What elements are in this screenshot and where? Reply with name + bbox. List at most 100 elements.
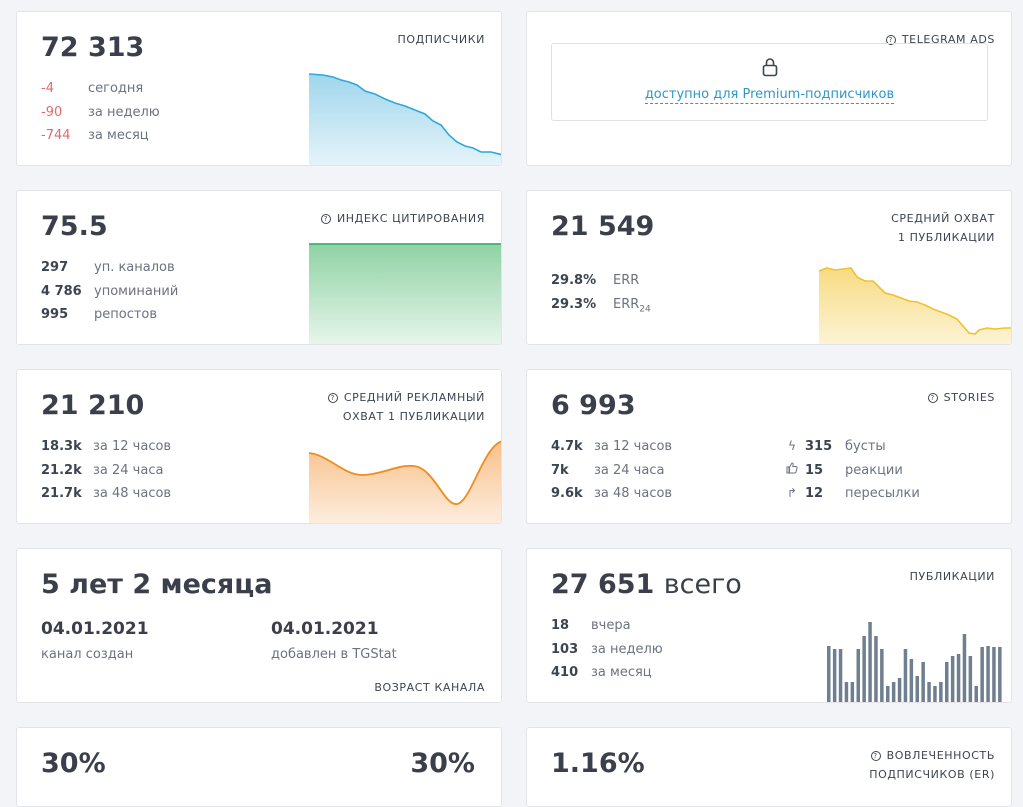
publications-bar (968, 656, 973, 702)
channel-age-value: 5 лет 2 месяца (41, 569, 273, 600)
publications-bar (844, 682, 849, 702)
subscribers-count: 72 313 (41, 32, 145, 63)
channel-added: 04.01.2021 добавлен в TGStat (271, 619, 397, 662)
average-ad-reach-card[interactable]: 21 210 ? СРЕДНИЙ РЕКЛАМНЫЙ ОХВАТ 1 ПУБЛИКА… (16, 369, 502, 524)
ad-reach-stats: 18.3k за 12 часов 21.2k за 24 часа 21.7k за… (41, 435, 171, 506)
publications-bar (827, 646, 831, 702)
publications-count: 27 651 всего (551, 569, 742, 600)
engagement-rate-value: 1.16% (551, 748, 645, 779)
err-stats: 29.8% ERR 29.3% ERR24 (551, 269, 651, 322)
average-reach-label: СРЕДНИЙ ОХВАТ 1 ПУБЛИКАЦИИ (891, 212, 995, 244)
publications-bar (974, 686, 978, 702)
publications-bar (862, 636, 866, 702)
average-ad-reach-label: ? СРЕДНИЙ РЕКЛАМНЫЙ ОХВАТ 1 ПУБЛИКАЦИИ (327, 388, 485, 426)
list-item: 18.3k за 12 часов (41, 439, 172, 454)
list-item: -4 сегодня (41, 81, 144, 96)
channel-created: 04.01.2021 канал создан (41, 619, 149, 662)
publications-bar (956, 654, 961, 702)
boost-icon: ϟ (788, 439, 796, 453)
publications-bar (886, 686, 890, 702)
help-icon[interactable]: ? (870, 751, 881, 761)
publications-bar (992, 647, 996, 702)
help-icon[interactable]: ? (327, 393, 338, 403)
help-icon[interactable]: ? (885, 35, 896, 45)
average-ad-reach-value: 21 210 (41, 390, 145, 421)
premium-link[interactable]: доступно для Premium-подписчиков (644, 87, 895, 104)
telegram-ads-label: ? TELEGRAM ADS (885, 30, 995, 49)
telegram-ads-card: ? TELEGRAM ADS доступно для Premium-подпи… (526, 11, 1012, 166)
subscribers-changes: -4 сегодня -90 за неделю -744 за месяц (41, 77, 160, 148)
help-icon[interactable]: ? (320, 214, 331, 224)
list-item: 297 уп. каналов (41, 260, 175, 275)
publications-bar (838, 649, 843, 702)
publications-bar (980, 647, 984, 702)
channel-age-card: 5 лет 2 месяца 04.01.2021 канал создан 0… (16, 548, 502, 703)
list-item: ϟ 315 бусты (785, 435, 920, 459)
publications-bar (850, 682, 855, 702)
subscribers-sparkline (309, 73, 501, 165)
channel-age-label: ВОЗРАСТ КАНАЛА (374, 681, 485, 694)
list-item: 29.3% ERR24 (551, 296, 651, 315)
list-item: 21.7k за 48 часов (41, 486, 172, 501)
thumbs-up-icon (785, 459, 799, 483)
list-item: -744 за месяц (41, 128, 149, 143)
publications-bar (939, 682, 943, 702)
publications-bar (856, 649, 860, 702)
publications-bar (998, 647, 1002, 702)
publications-bar (868, 622, 872, 702)
list-item: -90 за неделю (41, 104, 160, 120)
engagement-rate-card: 1.16% ? ВОВЛЕЧЕННОСТЬ ПОДПИСЧИКОВ (ER) (526, 727, 1012, 807)
list-item: 7k за 24 часа (551, 462, 665, 478)
share-left-value: 30% (41, 748, 106, 779)
citation-index-value: 75.5 (41, 211, 108, 242)
publications-bar (986, 646, 990, 702)
publications-bar (880, 649, 884, 702)
share-right-value: 30% (410, 748, 475, 779)
publications-bar (915, 676, 919, 702)
citation-index-card[interactable]: 75.5 ? ИНДЕКС ЦИТИРОВАНИЯ 297 уп. каналов … (16, 190, 502, 345)
publications-bar (832, 649, 837, 702)
publications-bar (897, 678, 902, 702)
average-reach-card[interactable]: 21 549 СРЕДНИЙ ОХВАТ 1 ПУБЛИКАЦИИ 29.8% ER… (526, 190, 1012, 345)
publications-bar-chart (827, 622, 1002, 702)
list-item: ↱ 12 пересылки (785, 482, 920, 506)
list-item: 4 786 упоминаний (41, 283, 179, 299)
stories-label: ? STORIES (927, 388, 995, 407)
publications-bar (945, 662, 949, 702)
list-item: 103 за неделю (551, 641, 663, 657)
citation-sparkline (309, 243, 501, 344)
citation-index-label: ? ИНДЕКС ЦИТИРОВАНИЯ (320, 209, 485, 228)
ad-reach-sparkline (309, 440, 501, 523)
publications-bar (962, 634, 967, 702)
subscribers-card[interactable]: 72 313 ПОДПИСЧИКИ -4 сегодня -90 за неделю… (16, 11, 502, 166)
list-item: 9.6k за 48 часов (551, 486, 673, 501)
publications-bar (903, 649, 908, 702)
lock-icon (762, 58, 777, 77)
publications-bar (909, 659, 914, 702)
publications-stats: 18 вчера 103 за неделю 410 за месяц (551, 614, 663, 685)
stories-value: 6 993 (551, 390, 636, 421)
publications-card[interactable]: 27 651 всего ПУБЛИКАЦИИ 18 вчера 103 за не… (526, 548, 1012, 703)
list-item: 410 за месяц (551, 665, 652, 680)
stories-card[interactable]: 6 993 ? STORIES 4.7k за 12 часов 7k за 24 ч… (526, 369, 1012, 524)
citation-stats: 297 уп. каналов 4 786 упоминаний 995 репост… (41, 256, 178, 327)
publications-bar (891, 682, 896, 702)
share-card: 30% 30% (16, 727, 502, 807)
average-reach-sparkline (819, 267, 1011, 344)
list-item: 4.7k за 12 часов (551, 439, 673, 454)
stories-engagement: ϟ 315 бусты 15 реакции ↱ 12 пересылки (785, 435, 920, 506)
engagement-rate-label: ? ВОВЛЕЧЕННОСТЬ ПОДПИСЧИКОВ (ER) (869, 749, 995, 781)
premium-lock-box: доступно для Premium-подписчиков (551, 43, 988, 121)
stories-views: 4.7k за 12 часов 7k за 24 часа 9.6k за 48 ч… (551, 435, 672, 506)
publications-bar (874, 636, 878, 702)
list-item: 29.8% ERR (551, 273, 640, 288)
list-item: 15 реакции (785, 459, 920, 483)
help-icon[interactable]: ? (927, 393, 938, 403)
publications-bar (927, 682, 931, 702)
average-reach-value: 21 549 (551, 211, 655, 242)
list-item: 995 репостов (41, 307, 158, 322)
forward-icon: ↱ (786, 486, 798, 500)
publications-bar (933, 686, 937, 702)
subscribers-label: ПОДПИСЧИКИ (397, 33, 485, 46)
publications-label: ПУБЛИКАЦИИ (909, 570, 995, 583)
